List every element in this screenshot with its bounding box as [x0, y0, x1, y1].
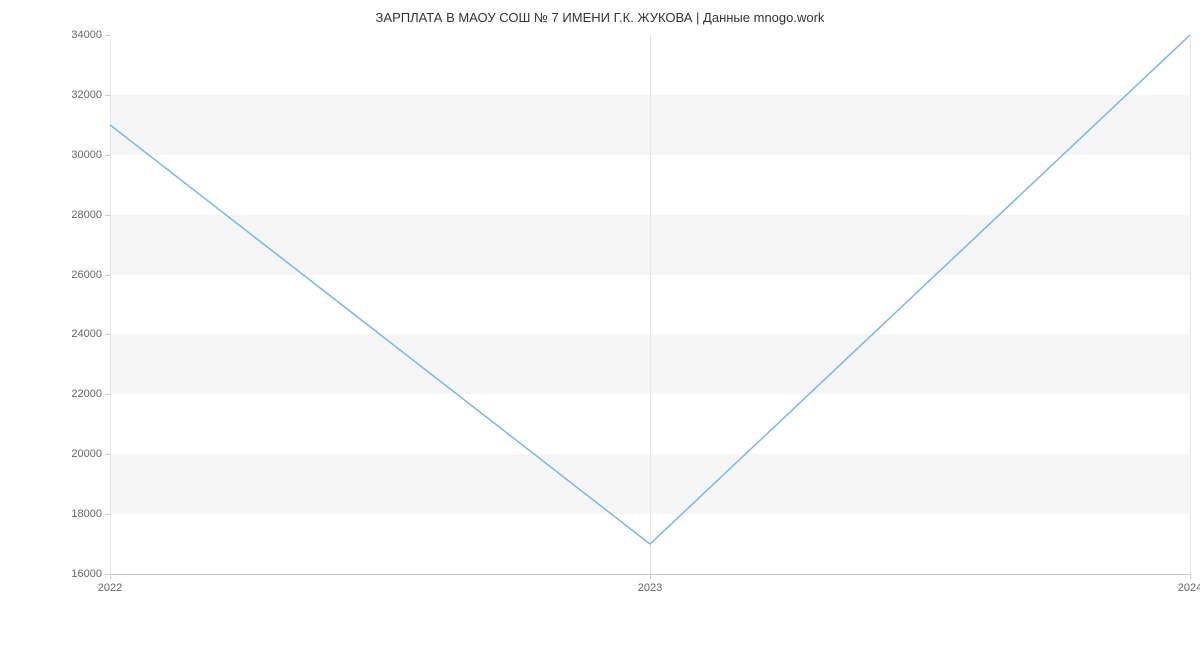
y-tick-mark — [105, 35, 110, 36]
y-tick-mark — [105, 514, 110, 515]
y-tick-label: 24000 — [71, 328, 102, 340]
y-tick-label: 28000 — [71, 209, 102, 221]
y-tick-label: 34000 — [71, 29, 102, 41]
y-tick-label: 32000 — [71, 89, 102, 101]
salary-line — [110, 35, 1190, 544]
x-tick-mark — [650, 574, 651, 579]
y-tick-label: 22000 — [71, 388, 102, 400]
chart-container: 16000 18000 20000 22000 24000 26000 28000 30000… — [50, 35, 1190, 600]
y-tick-label: 20000 — [71, 448, 102, 460]
y-tick-label: 30000 — [71, 149, 102, 161]
x-tick-mark — [110, 574, 111, 579]
plot-area: 1600018000200002200024000260002800030000… — [110, 35, 1190, 575]
y-tick-mark — [105, 454, 110, 455]
y-tick-label: 26000 — [71, 269, 102, 281]
v-gridline — [1190, 35, 1191, 574]
x-tick-label: 2022 — [98, 582, 122, 594]
line-layer — [110, 35, 1190, 574]
y-tick-mark — [105, 95, 110, 96]
y-tick-mark — [105, 275, 110, 276]
y-tick-label: 16000 — [71, 568, 102, 580]
y-tick-label: 18000 — [71, 508, 102, 520]
y-tick-mark — [105, 334, 110, 335]
x-tick-mark — [1190, 574, 1191, 579]
x-tick-label: 2024 — [1178, 582, 1200, 594]
chart-title: ЗАРПЛАТА В МАОУ СОШ № 7 ИМЕНИ Г.К. ЖУКОВ… — [0, 10, 1200, 25]
y-tick-mark — [105, 394, 110, 395]
x-tick-label: 2023 — [638, 582, 662, 594]
y-tick-mark — [105, 155, 110, 156]
y-tick-mark — [105, 215, 110, 216]
